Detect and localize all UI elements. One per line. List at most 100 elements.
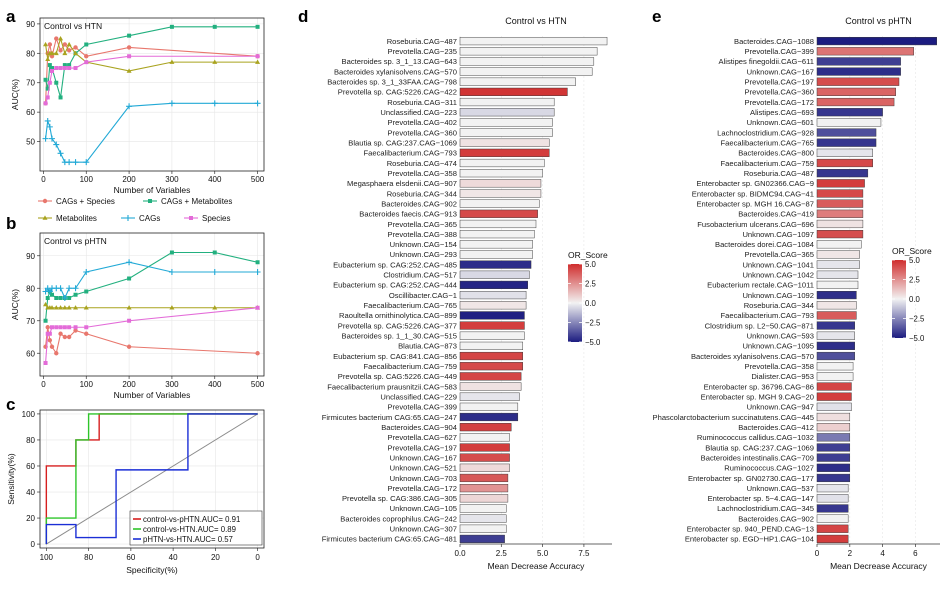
data-point [66,334,72,340]
importance-bar [816,169,869,178]
y-axis-label: AUC(%) [10,289,20,320]
importance-bar [459,301,527,310]
bar-category-label: Blautia sp. CAG:237.CAG−1069 [348,138,457,147]
importance-bar [459,250,533,259]
data-point [54,325,59,330]
importance-bar [459,118,553,127]
legend-tick-label: 2.5 [585,280,597,289]
bar-category-label: Bacteroides sp. 3_1_33FAA.CAG−798 [327,78,457,87]
data-point [212,24,217,29]
x-tick-label: 0 [41,380,46,389]
importance-bar [816,209,864,218]
data-point [62,305,68,310]
bar-category-label: Unknown.CAG−154 [390,240,457,249]
importance-bar [459,331,525,340]
bar-category-label: Ruminococcus.CAG−1027 [724,464,814,473]
importance-bar [816,362,854,371]
bar-category-label: Unknown.CAG−167 [390,453,457,462]
x-tick-label: 0 [255,553,260,562]
bar-category-label: Blautia sp. CAG:237.CAG−1069 [705,443,814,452]
importance-bar [459,270,530,279]
bar-category-label: Lachnoclostridium.CAG−345 [717,504,814,513]
legend-item-cags: CAGs [121,214,160,223]
legend-label: control-vs-pHTN.AUC= 0.91 [143,515,240,524]
importance-bar [459,189,542,198]
data-point [168,100,175,107]
importance-bar [459,158,545,168]
y-tick-label: 90 [26,20,35,29]
legend-title: OR_Score [568,250,608,260]
data-point [58,95,63,100]
data-point [84,60,89,65]
data-point [45,86,50,91]
series-cags [42,259,261,301]
data-point [48,135,55,142]
plot-frame [39,232,265,377]
bar-category-label: Bacteroides.CAG−419 [738,210,814,219]
data-point [58,35,64,41]
data-point [47,331,52,336]
data-point [45,95,50,100]
importance-bar [816,402,852,411]
data-point [58,305,64,310]
data-point [46,288,53,295]
importance-bar [816,250,860,259]
bar-category-label: Faecalibacterium.CAG−765 [364,301,458,310]
data-point [66,41,72,47]
importance-bar [459,179,542,188]
series-cags_metabolites [43,24,260,100]
y-tick-label: 40 [26,488,35,497]
x-tick-label: 0.0 [454,549,466,558]
bar-category-label: Prevotella.CAG−197 [388,443,457,452]
bar-category-label: Roseburia.CAG−487 [387,37,457,46]
importance-bar [459,240,533,249]
y-tick-label: 60 [26,462,35,471]
data-point [83,159,90,166]
data-point [43,101,48,106]
data-point [67,63,72,68]
data-point [212,305,218,310]
data-point [73,328,78,333]
data-point [255,305,260,310]
x-tick-label: 0 [815,549,820,558]
importance-bar [816,433,851,442]
data-point [44,117,51,124]
x-axis-label: Number of Variables [114,185,191,195]
importance-bar [459,494,509,503]
data-point [43,41,49,47]
panel-letter-c: c [6,395,15,414]
bar-category-label: Faecalibacterium.CAG−759 [721,159,815,168]
data-point [47,63,52,68]
data-point [43,77,48,82]
importance-bar [459,372,522,381]
bar-category-label: Prevotella.CAG−172 [388,484,457,493]
x-tick-label: 300 [165,175,179,184]
bar-category-label: Enterobacter sp. GN02366.CAG−9 [696,179,814,188]
y-tick-label: 0 [31,540,36,549]
bar-category-label: Prevotella sp. CAG:5226.CAG−377 [338,321,457,330]
data-point [53,141,60,148]
legend-tick-label: −5.0 [585,338,601,347]
bar-category-label: Prevotella.CAG−365 [388,220,457,229]
importance-bar [459,453,510,462]
importance-bar [459,148,550,157]
importance-bar [459,138,550,147]
legend-tick-label: 5.0 [585,260,597,269]
importance-bar [816,382,852,391]
data-point [72,159,79,166]
data-point [43,361,48,365]
x-tick-label: 80 [84,553,93,562]
x-axis-label: Mean Decrease Accuracy [830,561,928,571]
data-point [84,42,89,47]
bar-category-label: Megasphaera elsdenii.CAG−907 [347,179,457,188]
importance-bar [459,392,520,401]
legend-tick-label: 5.0 [909,256,921,265]
data-point [212,59,218,64]
legend-marker [189,216,193,220]
x-tick-label: 5.0 [537,549,549,558]
importance-bar [816,504,849,513]
bar-category-label: Prevotella sp. CAG:386.CAG−305 [342,494,457,503]
roc-curve [45,413,258,545]
bar-category-label: Enterobacter sp. EGD−HP1.CAG−104 [685,535,814,544]
